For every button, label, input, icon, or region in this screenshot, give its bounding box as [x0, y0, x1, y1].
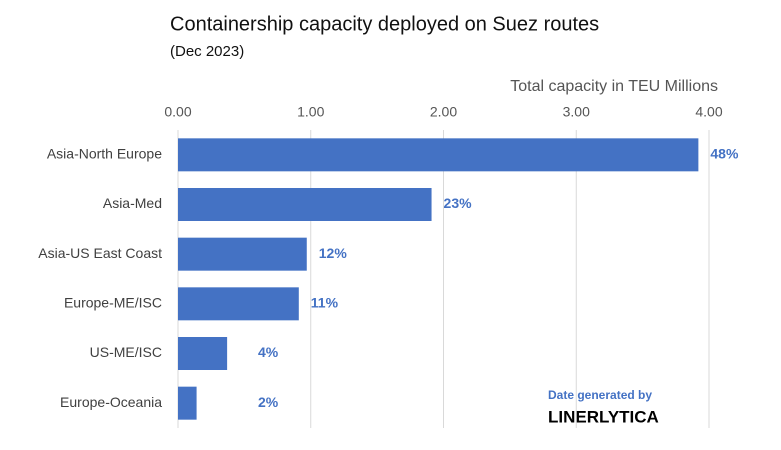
x-tick-label: 3.00: [563, 104, 590, 120]
x-tick-label: 2.00: [430, 104, 457, 120]
bar: [178, 337, 228, 370]
annotation: Date generated by: [548, 388, 652, 402]
bar: [178, 386, 197, 420]
x-tick-label: 4.00: [695, 104, 722, 120]
chart-title: Containership capacity deployed on Suez …: [170, 13, 599, 35]
x-tick-label: 0.00: [164, 104, 191, 120]
x-tick-label: 1.00: [297, 104, 324, 120]
data-label: 23%: [444, 195, 473, 211]
data-label: 12%: [319, 245, 348, 261]
data-label: 2%: [258, 394, 279, 410]
bar: [178, 287, 299, 321]
bar: [178, 188, 432, 221]
x-axis-label: Total capacity in TEU Millions: [510, 78, 718, 95]
bar: [178, 237, 307, 271]
y-tick-label: US-ME/ISC: [90, 344, 162, 360]
chart-subtitle: (Dec 2023): [170, 43, 244, 60]
y-tick-label: Asia-North Europe: [47, 146, 162, 162]
data-label: 48%: [710, 146, 739, 162]
y-tick-label: Asia-Med: [103, 195, 162, 211]
y-tick-label: Europe-Oceania: [60, 394, 162, 410]
data-label: 4%: [258, 344, 279, 360]
y-tick-label: Europe-ME/ISC: [64, 295, 162, 311]
annotation: LINERLYTICA: [548, 407, 659, 426]
y-tick-label: Asia-US East Coast: [38, 245, 162, 261]
data-label: 11%: [311, 295, 339, 311]
bar: [178, 138, 699, 172]
